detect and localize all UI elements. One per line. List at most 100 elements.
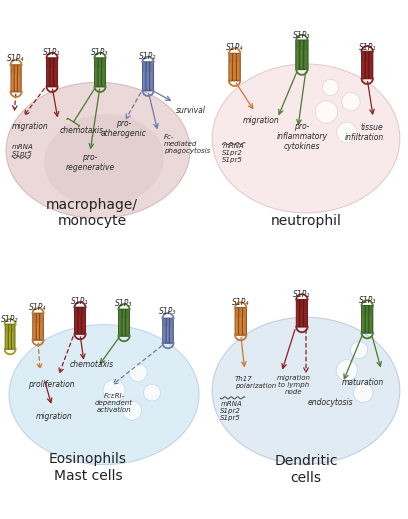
FancyBboxPatch shape <box>369 306 373 333</box>
FancyBboxPatch shape <box>304 309 306 325</box>
FancyBboxPatch shape <box>365 306 369 333</box>
Text: S1P₃: S1P₃ <box>160 307 177 316</box>
Text: migration: migration <box>243 116 279 125</box>
FancyBboxPatch shape <box>126 309 130 336</box>
FancyBboxPatch shape <box>296 299 300 327</box>
FancyBboxPatch shape <box>366 315 367 332</box>
FancyBboxPatch shape <box>14 65 18 92</box>
FancyBboxPatch shape <box>82 307 86 334</box>
FancyBboxPatch shape <box>362 61 363 77</box>
Text: S1P₁: S1P₁ <box>359 44 376 52</box>
FancyBboxPatch shape <box>8 324 12 349</box>
FancyBboxPatch shape <box>170 327 171 342</box>
FancyBboxPatch shape <box>51 68 52 85</box>
FancyBboxPatch shape <box>361 306 366 333</box>
Text: pro-
inflammatory
cytokines: pro- inflammatory cytokines <box>277 121 327 152</box>
FancyBboxPatch shape <box>242 307 246 335</box>
Text: chemotaxis: chemotaxis <box>70 360 114 369</box>
Text: mRNA
S1pr5: mRNA S1pr5 <box>12 144 34 157</box>
FancyBboxPatch shape <box>33 323 34 338</box>
Text: S1P₄: S1P₄ <box>226 44 243 52</box>
FancyBboxPatch shape <box>233 53 237 81</box>
Text: S1P₃: S1P₃ <box>91 48 109 57</box>
FancyBboxPatch shape <box>369 51 373 79</box>
Circle shape <box>129 364 147 381</box>
FancyBboxPatch shape <box>50 58 54 87</box>
FancyBboxPatch shape <box>98 58 102 87</box>
Text: S1P₃: S1P₃ <box>359 296 376 305</box>
FancyBboxPatch shape <box>304 40 308 70</box>
Circle shape <box>336 360 357 381</box>
Text: S1P₂: S1P₂ <box>140 52 157 61</box>
FancyBboxPatch shape <box>147 72 148 89</box>
FancyBboxPatch shape <box>361 51 366 79</box>
FancyBboxPatch shape <box>47 68 48 85</box>
FancyBboxPatch shape <box>236 53 240 81</box>
FancyBboxPatch shape <box>102 58 106 87</box>
Circle shape <box>353 383 373 403</box>
FancyBboxPatch shape <box>170 318 173 343</box>
FancyBboxPatch shape <box>365 51 369 79</box>
FancyBboxPatch shape <box>12 333 13 348</box>
FancyBboxPatch shape <box>239 317 241 334</box>
FancyBboxPatch shape <box>36 313 40 340</box>
FancyBboxPatch shape <box>230 63 231 79</box>
Text: maturation: maturation <box>341 378 384 387</box>
FancyBboxPatch shape <box>47 58 50 87</box>
Text: neutrophil: neutrophil <box>271 214 341 228</box>
FancyBboxPatch shape <box>166 318 170 343</box>
FancyBboxPatch shape <box>301 50 302 68</box>
Text: tissue
infiltration: tissue infiltration <box>344 122 384 142</box>
FancyBboxPatch shape <box>237 63 238 79</box>
Text: FcεRI-
dependent
activation: FcεRI- dependent activation <box>95 392 133 413</box>
Ellipse shape <box>212 64 400 213</box>
FancyBboxPatch shape <box>236 317 237 334</box>
Text: Eosinophils
Mast cells: Eosinophils Mast cells <box>49 453 127 483</box>
Text: S1P₃: S1P₃ <box>293 31 310 40</box>
Text: S1P₄: S1P₄ <box>232 298 249 307</box>
Text: S1P₄: S1P₄ <box>29 303 47 312</box>
FancyBboxPatch shape <box>99 68 100 85</box>
FancyBboxPatch shape <box>33 313 36 340</box>
Text: mRNA
S1pr2
S1pr5: mRNA S1pr2 S1pr5 <box>222 143 244 163</box>
Text: S1P₄: S1P₄ <box>7 54 25 63</box>
FancyBboxPatch shape <box>79 317 80 333</box>
FancyBboxPatch shape <box>75 317 76 333</box>
Text: pro-
atherogenic: pro- atherogenic <box>101 119 147 138</box>
FancyBboxPatch shape <box>9 333 10 348</box>
Ellipse shape <box>9 325 199 465</box>
Text: Fc-
mediated
phagocytosis: Fc- mediated phagocytosis <box>164 134 210 155</box>
FancyBboxPatch shape <box>102 68 104 85</box>
FancyBboxPatch shape <box>11 324 15 349</box>
Text: chemotaxis: chemotaxis <box>60 126 104 135</box>
FancyBboxPatch shape <box>163 318 166 343</box>
Text: Th17
polarization: Th17 polarization <box>235 376 276 389</box>
Text: pro-
regenerative: pro- regenerative <box>65 153 115 172</box>
Text: mRNA
S1pr2
S1pr5: mRNA S1pr2 S1pr5 <box>220 401 242 421</box>
FancyBboxPatch shape <box>18 65 21 92</box>
FancyBboxPatch shape <box>54 58 58 87</box>
Text: macrophage/
monocyte: macrophage/ monocyte <box>46 198 138 228</box>
FancyBboxPatch shape <box>362 315 363 332</box>
Ellipse shape <box>44 114 164 207</box>
Text: S1P₃: S1P₃ <box>115 299 133 308</box>
FancyBboxPatch shape <box>37 323 38 338</box>
FancyBboxPatch shape <box>297 309 298 325</box>
FancyBboxPatch shape <box>296 40 300 70</box>
FancyBboxPatch shape <box>142 62 146 91</box>
Text: S1P₂: S1P₂ <box>1 315 19 324</box>
FancyBboxPatch shape <box>82 317 84 333</box>
FancyBboxPatch shape <box>6 333 7 348</box>
Ellipse shape <box>212 317 400 464</box>
Circle shape <box>103 380 125 402</box>
Circle shape <box>122 401 142 420</box>
FancyBboxPatch shape <box>95 58 98 87</box>
Circle shape <box>315 101 338 123</box>
FancyBboxPatch shape <box>305 50 306 68</box>
FancyBboxPatch shape <box>11 65 15 92</box>
FancyBboxPatch shape <box>233 63 235 79</box>
FancyBboxPatch shape <box>95 68 96 85</box>
FancyBboxPatch shape <box>75 307 78 334</box>
FancyBboxPatch shape <box>301 309 302 325</box>
FancyBboxPatch shape <box>118 309 122 336</box>
